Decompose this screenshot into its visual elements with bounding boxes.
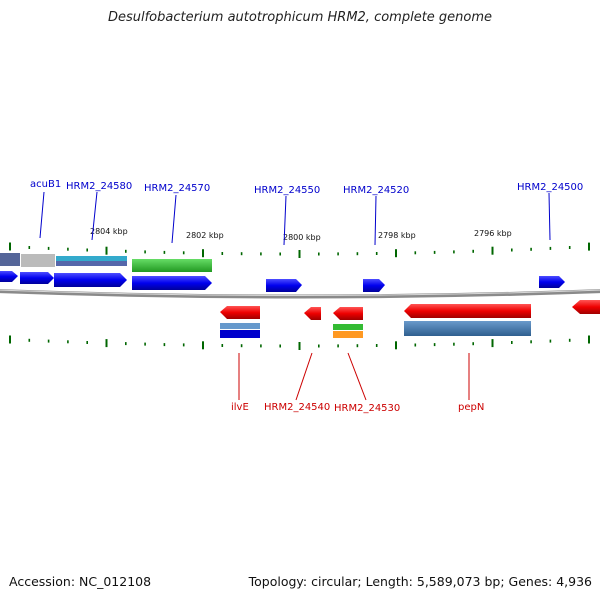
scale-label-2804: 2804 kbp xyxy=(90,227,128,236)
forward-gene-arrow[interactable] xyxy=(0,271,18,282)
gene-label-acuB1[interactable]: acuB1 xyxy=(30,179,61,190)
forward-gene-arrow[interactable] xyxy=(54,273,127,287)
feature-grey-bar xyxy=(21,254,55,267)
scale-label-2796: 2796 kbp xyxy=(474,229,512,238)
genome-backbone-line xyxy=(0,289,600,299)
forward-gene-arrow[interactable] xyxy=(363,279,385,292)
scale-ticks-top xyxy=(9,242,590,258)
gene-label-hrm2-24530[interactable]: HRM2_24530 xyxy=(334,403,400,414)
feature-purple-bar xyxy=(56,261,127,266)
feature-slate-bar xyxy=(0,253,20,266)
scale-label-2800: 2800 kbp xyxy=(283,233,321,242)
gene-label-hrm2-24500[interactable]: HRM2_24500 xyxy=(517,182,583,193)
reverse-gene-arrow[interactable] xyxy=(404,304,531,318)
topology-text: Topology: circular; Length: 5,589,073 bp… xyxy=(248,574,592,589)
forward-gene-arrow[interactable] xyxy=(132,276,212,290)
scale-ticks-bottom xyxy=(9,335,590,350)
top-label-leaders xyxy=(39,191,551,246)
feature-steel-bar-long xyxy=(404,321,531,336)
scale-label-2802: 2802 kbp xyxy=(186,231,224,240)
feature-blue-bar xyxy=(220,330,260,338)
feature-green-bar-small xyxy=(333,324,363,330)
gene-label-hrm2-24550[interactable]: HRM2_24550 xyxy=(254,185,320,196)
feature-steel-bar xyxy=(220,323,260,329)
forward-gene-arrow[interactable] xyxy=(539,276,565,288)
reverse-gene-arrow[interactable] xyxy=(572,300,600,314)
scale-label-2798: 2798 kbp xyxy=(378,231,416,240)
feature-cyan-bar xyxy=(56,256,127,261)
reverse-gene-arrow[interactable] xyxy=(333,307,363,320)
gene-label-pepN[interactable]: pepN xyxy=(458,402,484,413)
forward-gene-arrow[interactable] xyxy=(266,279,302,292)
gene-label-hrm2-24570[interactable]: HRM2_24570 xyxy=(144,183,210,194)
reverse-gene-arrow[interactable] xyxy=(304,307,321,320)
map-title: Desulfobacterium autotrophicum HRM2, com… xyxy=(107,10,493,25)
feature-green-bar xyxy=(132,259,212,272)
gene-label-hrm2-24540[interactable]: HRM2_24540 xyxy=(264,402,330,413)
gene-label-hrm2-24580[interactable]: HRM2_24580 xyxy=(66,181,132,192)
forward-gene-arrow[interactable] xyxy=(20,272,54,284)
reverse-gene-arrow[interactable] xyxy=(220,306,260,319)
feature-orange-bar xyxy=(333,331,363,338)
gene-label-ilvE[interactable]: ilvE xyxy=(231,402,249,413)
gene-label-hrm2-24520[interactable]: HRM2_24520 xyxy=(343,185,409,196)
accession-text: Accession: NC_012108 xyxy=(9,574,152,589)
bottom-label-leaders xyxy=(238,352,470,401)
